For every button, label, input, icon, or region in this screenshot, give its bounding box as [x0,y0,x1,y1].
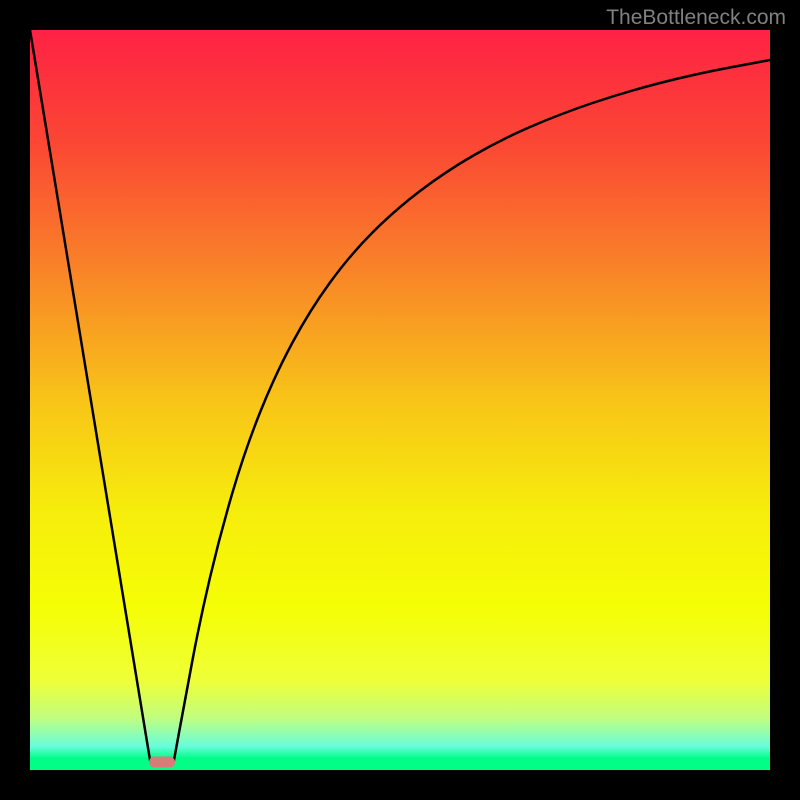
plot-background [30,30,770,770]
watermark-text: TheBottleneck.com [606,6,786,30]
bottleneck-chart [0,0,800,800]
optimal-marker [149,757,175,768]
